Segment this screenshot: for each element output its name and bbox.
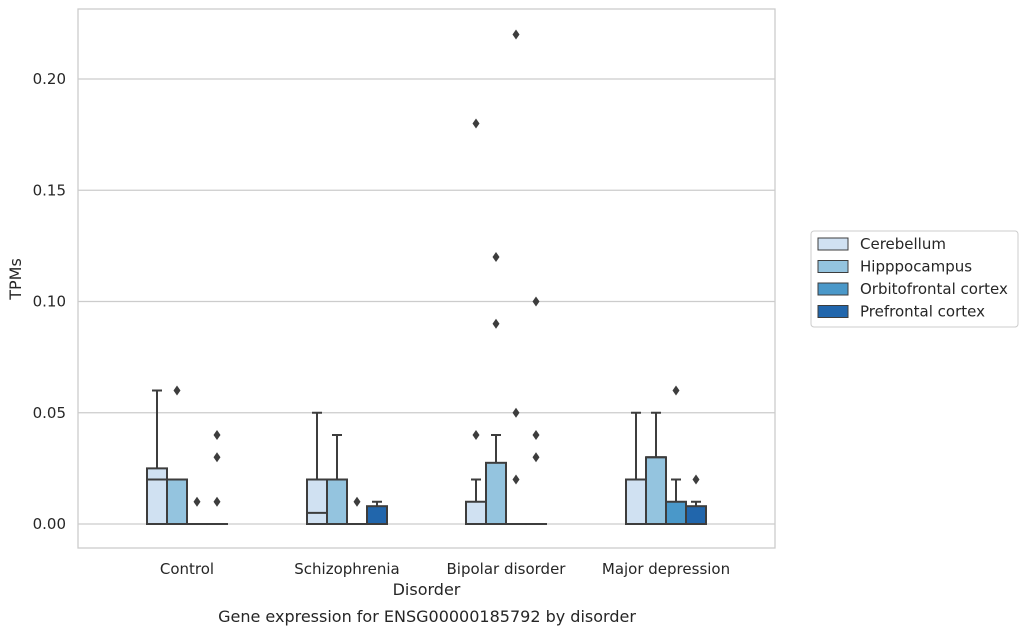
y-tick-label: 0.05 [33,404,66,422]
x-tick-label: Bipolar disorder [447,560,567,578]
outlier [472,430,480,440]
legend-label: Cerebellum [860,235,946,253]
box [645,456,667,525]
box-2-0 [186,496,208,526]
outlier [492,318,500,329]
chart-caption: Gene expression for ENSG00000185792 by d… [218,607,636,626]
box-3-1 [366,500,388,526]
box [465,500,487,525]
outlier [213,496,221,507]
box-1-0 [166,385,188,525]
box [306,478,328,525]
box-0-0 [146,389,168,525]
box [366,505,388,526]
outlier [353,496,361,507]
plot-frame [77,8,776,549]
outlier [492,252,500,262]
box-3-2 [525,296,547,526]
box-2-3 [665,385,687,525]
legend-swatch [817,305,849,318]
box-3-0 [206,430,228,526]
outlier [213,452,221,463]
box [146,467,168,525]
legend-swatch [817,260,849,273]
legend-label: Prefrontal cortex [860,303,985,321]
outlier [532,430,540,440]
outlier [512,407,520,418]
y-ticks: 0.00 0.05 0.10 0.15 0.20 [33,70,66,533]
y-tick-label: 0.00 [33,515,66,533]
outlier [512,474,520,485]
box-2-1 [346,496,368,526]
box [685,505,707,526]
outlier [193,496,201,507]
boxes [146,29,707,526]
box-0-2 [465,118,487,525]
outlier [692,474,700,485]
grid [78,78,775,525]
box-0-1 [306,411,328,525]
outlier [532,296,540,307]
legend-label: Hipppocampus [860,258,972,276]
box [485,461,507,525]
x-tick-label: Control [160,560,214,578]
y-tick-label: 0.10 [33,293,66,311]
box [665,500,687,525]
box-3-3 [685,474,707,526]
outlier [672,385,680,396]
outlier [472,118,480,129]
box-1-1 [326,434,348,525]
y-axis-label: TPMs [6,258,25,301]
box-2-2 [505,29,527,526]
x-tick-label: Schizophrenia [294,560,399,578]
box [166,478,188,525]
box-0-3 [625,411,647,525]
box [326,478,348,525]
legend-frame [810,230,1019,328]
legend-swatch [817,282,849,296]
legend-label: Orbitofrontal cortex [860,280,1008,298]
x-ticks: Control Schizophrenia Bipolar disorder Majo… [160,560,730,578]
outlier [532,452,540,463]
y-tick-label: 0.15 [33,181,66,199]
y-tick-label: 0.20 [33,70,66,88]
box-1-2 [485,252,507,525]
box-1-3 [645,411,667,525]
x-tick-label: Major depression [602,560,730,578]
outlier [213,430,221,440]
x-axis-label: Disorder [393,580,461,599]
outlier [173,385,181,396]
outlier [512,29,520,40]
legend-swatch [817,237,849,251]
box [625,478,647,525]
legend: Cerebellum Hipppocampus Orbitofrontal cort… [810,230,1019,328]
